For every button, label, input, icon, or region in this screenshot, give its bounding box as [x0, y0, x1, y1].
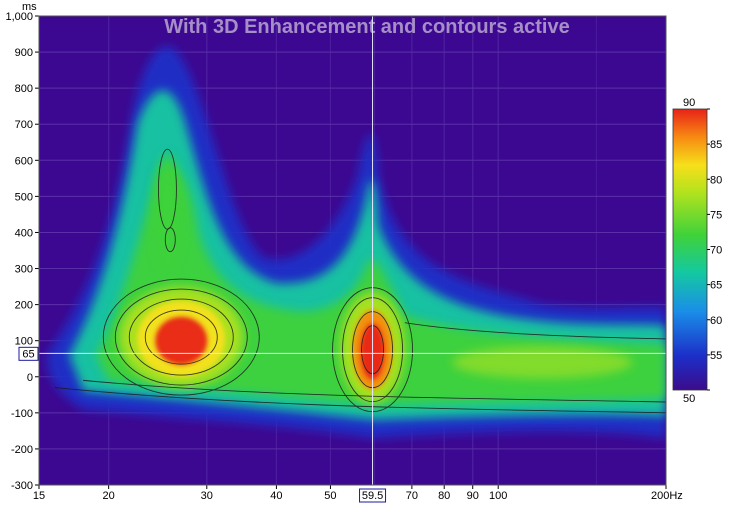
- colorbar-tick-label: 55: [710, 350, 722, 362]
- colorbar-tick-label: 90: [683, 97, 695, 109]
- y-tick-label: -300: [11, 480, 33, 492]
- y-tick-label: 300: [15, 264, 33, 276]
- y-tick-label: 0: [27, 372, 33, 384]
- colorbar-tick-label: 50: [683, 393, 695, 405]
- contour-line: [164, 227, 176, 253]
- contour-line: [404, 322, 666, 340]
- y-tick-label: 700: [15, 119, 33, 131]
- x-axis: 15 20 30 40 50 70 80 90 100 200Hz: [33, 485, 683, 502]
- cursor-x-box: [359, 488, 387, 503]
- x-tick-label: 20: [103, 490, 115, 502]
- contour-line: [54, 387, 666, 414]
- y-tick-label: 100: [15, 336, 33, 348]
- x-tick-label: 100: [489, 490, 507, 502]
- contour-line: [128, 298, 234, 376]
- y-tick-label: -200: [11, 444, 33, 456]
- plot-border: [38, 15, 667, 486]
- cursor-y-box: [18, 346, 39, 361]
- contour-line: [102, 278, 260, 396]
- colorbar: 90 85 80 75 70 65 60 55 50: [672, 97, 722, 405]
- y-unit-label: ms: [22, 1, 37, 13]
- y-tick-label: 500: [15, 191, 33, 203]
- cursor-crosshair[interactable]: 59.5 65: [18, 16, 666, 503]
- x-tick-label: 80: [438, 490, 450, 502]
- colorbar-tick-label: 60: [710, 315, 722, 327]
- colorbar-tick-label: 70: [710, 245, 722, 257]
- y-tick-label: 200: [15, 300, 33, 312]
- cursor-x-label: 59.5: [362, 490, 383, 502]
- y-tick-label: -100: [11, 408, 33, 420]
- x-tick-label: 90: [467, 490, 479, 502]
- y-tick-label: 400: [15, 227, 33, 239]
- colorbar-gradient: [672, 108, 708, 391]
- contour-line: [144, 309, 218, 365]
- y-tick-label: 600: [15, 155, 33, 167]
- x-tick-label: 50: [324, 490, 336, 502]
- x-tick-label: 15: [33, 490, 45, 502]
- cursor-y-label: 65: [22, 348, 34, 360]
- surface-shape: [452, 346, 633, 379]
- colorbar-tick-label: 65: [710, 280, 722, 292]
- spectral-surface: [46, 46, 666, 439]
- colorbar-tick-label: 85: [710, 139, 722, 151]
- y-axis: 1,000 900 800 700 600 500 400 300 200 100 0 -100 -20…: [5, 11, 39, 492]
- x-tick-label: 70: [406, 490, 418, 502]
- chart-title: With 3D Enhancement and contours active: [164, 16, 569, 38]
- surface-shape: [153, 154, 182, 275]
- contour-line: [83, 379, 666, 403]
- y-tick-label: 900: [15, 47, 33, 59]
- colorbar-tick-label: 80: [710, 174, 722, 186]
- contour-line: [114, 288, 248, 386]
- x-tick-label: 30: [201, 490, 213, 502]
- x-tick-label: 200Hz: [651, 490, 683, 502]
- y-tick-label: 1,000: [5, 11, 33, 23]
- main-peak: [155, 316, 208, 365]
- x-tick-label: 40: [270, 490, 282, 502]
- y-tick-label: 800: [15, 83, 33, 95]
- colorbar-tick-label: 75: [710, 209, 722, 221]
